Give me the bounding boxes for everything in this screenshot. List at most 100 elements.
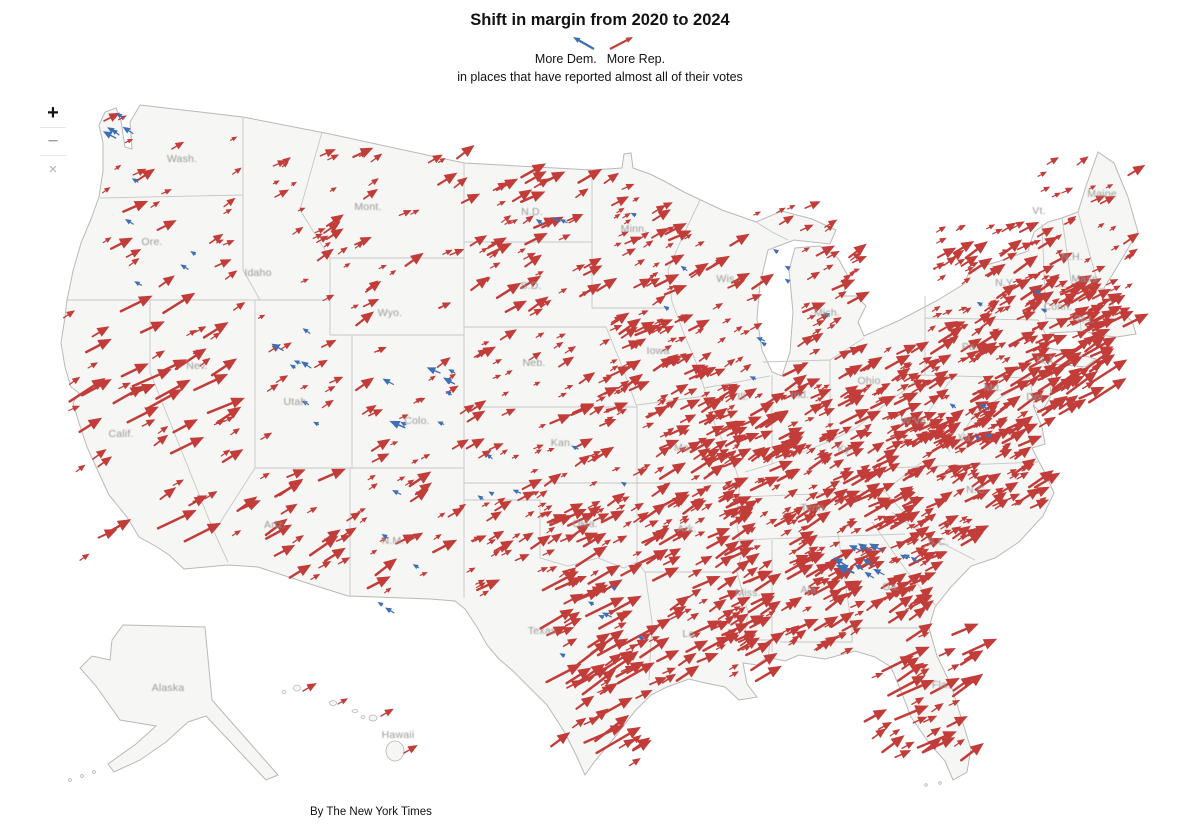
- shift-arrow-rep: [633, 468, 648, 476]
- shift-arrow-rep: [630, 502, 645, 512]
- attribution: By The New York Times: [310, 806, 432, 818]
- shift-arrow-rep: [787, 421, 799, 428]
- shift-arrow-rep: [79, 553, 90, 561]
- shift-arrow-rep: [119, 295, 153, 313]
- shift-arrow-rep: [475, 579, 485, 585]
- shift-arrow-rep: [1002, 356, 1011, 364]
- control-divider: [40, 155, 66, 156]
- shift-arrow-rep: [565, 667, 592, 685]
- shift-arrow-rep: [210, 332, 221, 340]
- shift-arrow-rep: [936, 465, 965, 478]
- shift-arrow-rep: [661, 673, 677, 684]
- shift-arrow-rep: [959, 650, 984, 666]
- shift-arrow-rep: [810, 389, 832, 400]
- shift-arrow-rep: [1059, 288, 1068, 294]
- shift-arrow-rep: [662, 344, 672, 352]
- shift-arrow-rep: [524, 171, 547, 185]
- shift-arrow-rep: [486, 539, 496, 545]
- shift-arrow-rep: [863, 384, 873, 390]
- shift-arrow-rep: [408, 471, 432, 488]
- shift-arrow-rep: [743, 566, 758, 579]
- shift-arrow-rep: [754, 411, 781, 430]
- shift-arrow-rep: [1029, 499, 1050, 510]
- shift-arrow-rep: [852, 343, 868, 356]
- shift-arrow-rep: [998, 249, 1010, 255]
- shift-arrow-rep: [839, 408, 870, 425]
- shift-arrow-rep: [924, 394, 941, 406]
- state-label: Ky.: [838, 443, 853, 455]
- shift-arrow-dem: [620, 481, 627, 487]
- shift-arrow-rep: [1011, 221, 1025, 229]
- shift-arrow-rep: [583, 265, 603, 276]
- shift-arrow-rep: [432, 539, 458, 554]
- shift-arrow-rep: [343, 262, 351, 268]
- shift-arrow-rep: [257, 314, 266, 320]
- shift-arrow-rep: [900, 438, 913, 449]
- shift-arrow-rep: [740, 363, 752, 373]
- shift-arrow-dem: [976, 301, 983, 307]
- shift-arrow-rep: [596, 277, 618, 292]
- zoom-in-button[interactable]: +: [47, 102, 59, 124]
- shift-arrow-dem: [784, 265, 791, 271]
- shift-arrow-rep: [337, 557, 351, 565]
- shift-arrow-rep: [679, 518, 690, 524]
- shift-arrow-rep: [384, 587, 392, 594]
- shift-arrow-rep: [922, 451, 934, 458]
- shift-arrow-rep: [1033, 472, 1061, 489]
- shift-arrow-rep: [657, 394, 669, 402]
- shift-arrow-rep: [840, 274, 852, 283]
- shift-arrow-rep: [936, 421, 962, 440]
- shift-arrow-rep: [220, 449, 231, 457]
- shift-arrow-rep: [687, 588, 702, 598]
- shift-arrow-rep: [623, 520, 632, 528]
- shift-arrow-rep: [946, 716, 968, 728]
- shift-arrow-rep: [1055, 249, 1063, 255]
- state-label: Ariz.: [264, 519, 286, 531]
- shift-arrow-dem: [392, 490, 402, 496]
- zoom-out-button[interactable]: −: [47, 131, 59, 152]
- shift-arrow-rep: [938, 648, 956, 657]
- shift-arrow-rep: [819, 428, 840, 441]
- shift-arrow-rep: [918, 632, 930, 638]
- shift-arrow-rep: [621, 624, 661, 647]
- shift-arrow-rep: [804, 402, 824, 416]
- shift-arrow-rep: [754, 393, 764, 399]
- shift-arrow-rep: [750, 652, 778, 672]
- shift-arrow-rep: [171, 141, 185, 150]
- shift-arrow-rep: [539, 608, 574, 630]
- shift-arrow-rep: [199, 357, 211, 367]
- shift-arrow-rep: [451, 439, 469, 450]
- shift-arrow-rep: [1025, 292, 1047, 306]
- shift-arrow-rep: [920, 358, 941, 373]
- shift-arrow-rep: [1003, 252, 1018, 261]
- shift-arrow-rep: [559, 534, 577, 543]
- close-button[interactable]: ×: [48, 161, 58, 178]
- shift-arrow-rep: [114, 164, 122, 171]
- shift-arrow-rep: [985, 491, 1007, 509]
- shift-arrow-rep: [624, 219, 632, 225]
- shift-arrow-rep: [642, 422, 655, 429]
- shift-arrow-rep: [110, 237, 134, 250]
- shift-arrow-dem: [601, 612, 612, 618]
- shift-arrow-rep: [801, 247, 810, 253]
- shift-arrow-rep: [558, 234, 571, 241]
- shift-arrow-rep: [890, 558, 902, 564]
- shift-arrow-rep: [643, 240, 654, 248]
- shift-arrow-rep: [815, 397, 824, 402]
- shift-arrow-dem: [313, 421, 320, 427]
- shift-arrow-rep: [952, 471, 968, 484]
- shift-arrow-rep: [533, 381, 541, 387]
- shift-arrow-rep: [722, 480, 733, 489]
- shift-arrow-rep: [479, 247, 488, 254]
- shift-arrow-dem: [784, 278, 791, 284]
- shift-arrow-rep: [802, 606, 813, 612]
- shift-arrow-rep: [87, 362, 99, 369]
- shift-arrow-rep: [563, 593, 584, 605]
- shift-arrow-rep: [921, 537, 943, 549]
- shift-arrow-rep: [1111, 245, 1120, 251]
- shift-arrow-rep: [528, 351, 542, 361]
- shift-arrow-rep: [698, 598, 709, 604]
- shift-arrow-rep: [651, 227, 669, 239]
- shift-arrow-rep: [788, 468, 799, 475]
